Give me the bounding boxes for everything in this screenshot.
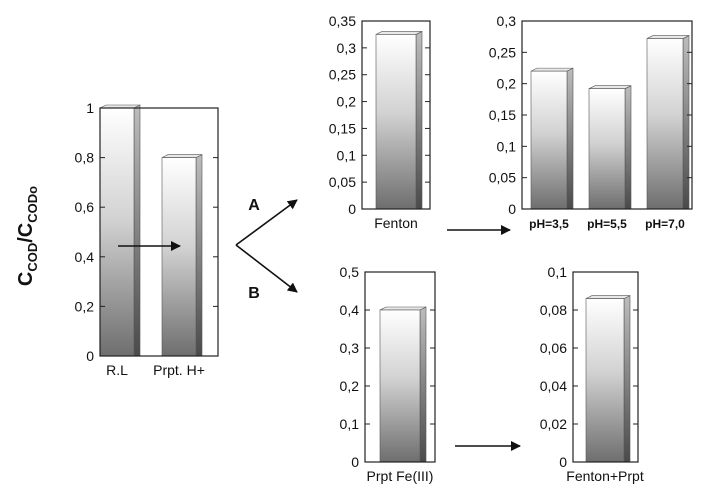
x-category-label: pH=7,0 — [645, 217, 685, 231]
y-tick-label: 0,04 — [540, 378, 567, 394]
y-tick-label: 0,2 — [340, 378, 360, 394]
bar-front — [379, 309, 421, 463]
y-tick-label: 0,1 — [340, 416, 360, 432]
y-tick-label: 0,06 — [540, 340, 567, 356]
arrow-a — [235, 199, 298, 246]
x-category-label: Fenton+Prpt — [566, 468, 644, 484]
panel-fenton: 0 0,05 0,1 0,15 0,2 0,25 0,3 0,35 Fenton — [329, 13, 431, 231]
panel-fenton-prpt: 0 0,02 0,04 0,06 0,08 0,1 Fenton+Prpt — [540, 264, 644, 484]
panel-prpt-fe: 0 0,1 0,2 0,3 0,4 0,5 Prpt Fe(III) — [340, 264, 436, 484]
y-tick-label: 0,4 — [75, 249, 95, 265]
bar-side — [133, 104, 141, 357]
label-b: B — [248, 285, 260, 302]
bar-top — [375, 31, 423, 35]
bar-top — [585, 295, 631, 299]
bar — [588, 85, 632, 210]
bar-front — [530, 70, 568, 210]
bar-side — [419, 306, 427, 463]
y-tick-label: 0,08 — [540, 302, 567, 318]
y-tick-label: 0,1 — [497, 138, 517, 154]
x-category-label: Prpt Fe(III) — [367, 468, 434, 484]
bar-side — [624, 85, 632, 210]
bar-front — [646, 38, 684, 210]
bar-top — [530, 67, 574, 72]
y-tick-label: 0,1 — [548, 264, 568, 280]
panel-rl-prpt: 0 0,2 0,4 0,6 0,8 1 R.L Prpt. H+ — [75, 100, 219, 378]
bar — [646, 35, 690, 210]
bar-top — [161, 154, 203, 158]
y-tick-label: 0 — [508, 201, 516, 217]
y-tick-label: 0,25 — [489, 44, 516, 60]
plot-frame — [99, 107, 219, 357]
y-tick-label: 0,15 — [329, 120, 356, 136]
y-tick-label: 0,2 — [75, 298, 95, 314]
bar — [375, 30, 423, 210]
bar-front — [99, 107, 135, 357]
y-tick-label: 1 — [86, 100, 94, 116]
arrow-b — [235, 244, 298, 293]
y-tick-label: 0,02 — [540, 416, 567, 432]
bar — [161, 154, 203, 357]
bar-side — [415, 30, 423, 210]
y-tick-label: 0 — [559, 454, 567, 470]
x-category-label: Prpt. H+ — [153, 362, 205, 378]
bar-front — [585, 298, 625, 463]
plot-frame — [361, 20, 431, 210]
y-tick-label: 0 — [86, 348, 94, 364]
y-tick-label: 0,4 — [340, 302, 360, 318]
x-category-label: Fenton — [374, 215, 418, 231]
bar-front — [161, 157, 197, 357]
y-tick-label: 0,05 — [489, 170, 516, 186]
y-tick-label: 0,5 — [340, 264, 360, 280]
y-tick-label: 0,3 — [337, 40, 357, 56]
panel-ph: 0 0,05 0,1 0,15 0,2 0,25 0,3 pH=3,5 pH=5,5 pH=7,0 — [489, 13, 693, 231]
y-tick-label: 0,2 — [497, 76, 517, 92]
bar — [585, 295, 631, 463]
y-tick-label: 0,3 — [340, 340, 360, 356]
plot-frame — [364, 271, 436, 463]
plot-frame — [572, 271, 639, 463]
bar-top — [379, 306, 427, 311]
y-tick-label: 0,25 — [329, 67, 356, 83]
y-tick-label: 0 — [351, 454, 359, 470]
y-tick-label: 0,05 — [329, 174, 356, 190]
bar-side — [682, 35, 690, 210]
bar-front — [375, 34, 417, 210]
bar-top — [646, 35, 690, 39]
bar-side — [195, 154, 203, 357]
y-tick-label: 0,15 — [489, 107, 516, 123]
y-axis-title: CCOD/CCODo — [15, 186, 40, 286]
bar — [530, 67, 574, 210]
bar — [99, 104, 141, 357]
y-tick-label: 0,2 — [337, 94, 357, 110]
y-tick-label: 0,1 — [337, 147, 357, 163]
y-tick-label: 0,8 — [75, 150, 95, 166]
svg-text:CCOD/CCODo: CCOD/CCODo — [15, 186, 40, 286]
y-tick-label: 0,3 — [497, 13, 517, 29]
bar — [379, 306, 427, 463]
bar-side — [623, 295, 631, 463]
x-category-label: R.L — [106, 362, 128, 378]
x-category-label: pH=3,5 — [529, 217, 569, 231]
bar-side — [566, 67, 574, 210]
x-category-label: pH=5,5 — [587, 217, 627, 231]
y-tick-label: 0,35 — [329, 13, 356, 29]
bar-top — [588, 85, 632, 89]
y-tick-label: 0,6 — [75, 199, 95, 215]
y-tick-label: 0 — [348, 201, 356, 217]
label-a: A — [248, 197, 260, 214]
bar-front — [588, 88, 626, 210]
